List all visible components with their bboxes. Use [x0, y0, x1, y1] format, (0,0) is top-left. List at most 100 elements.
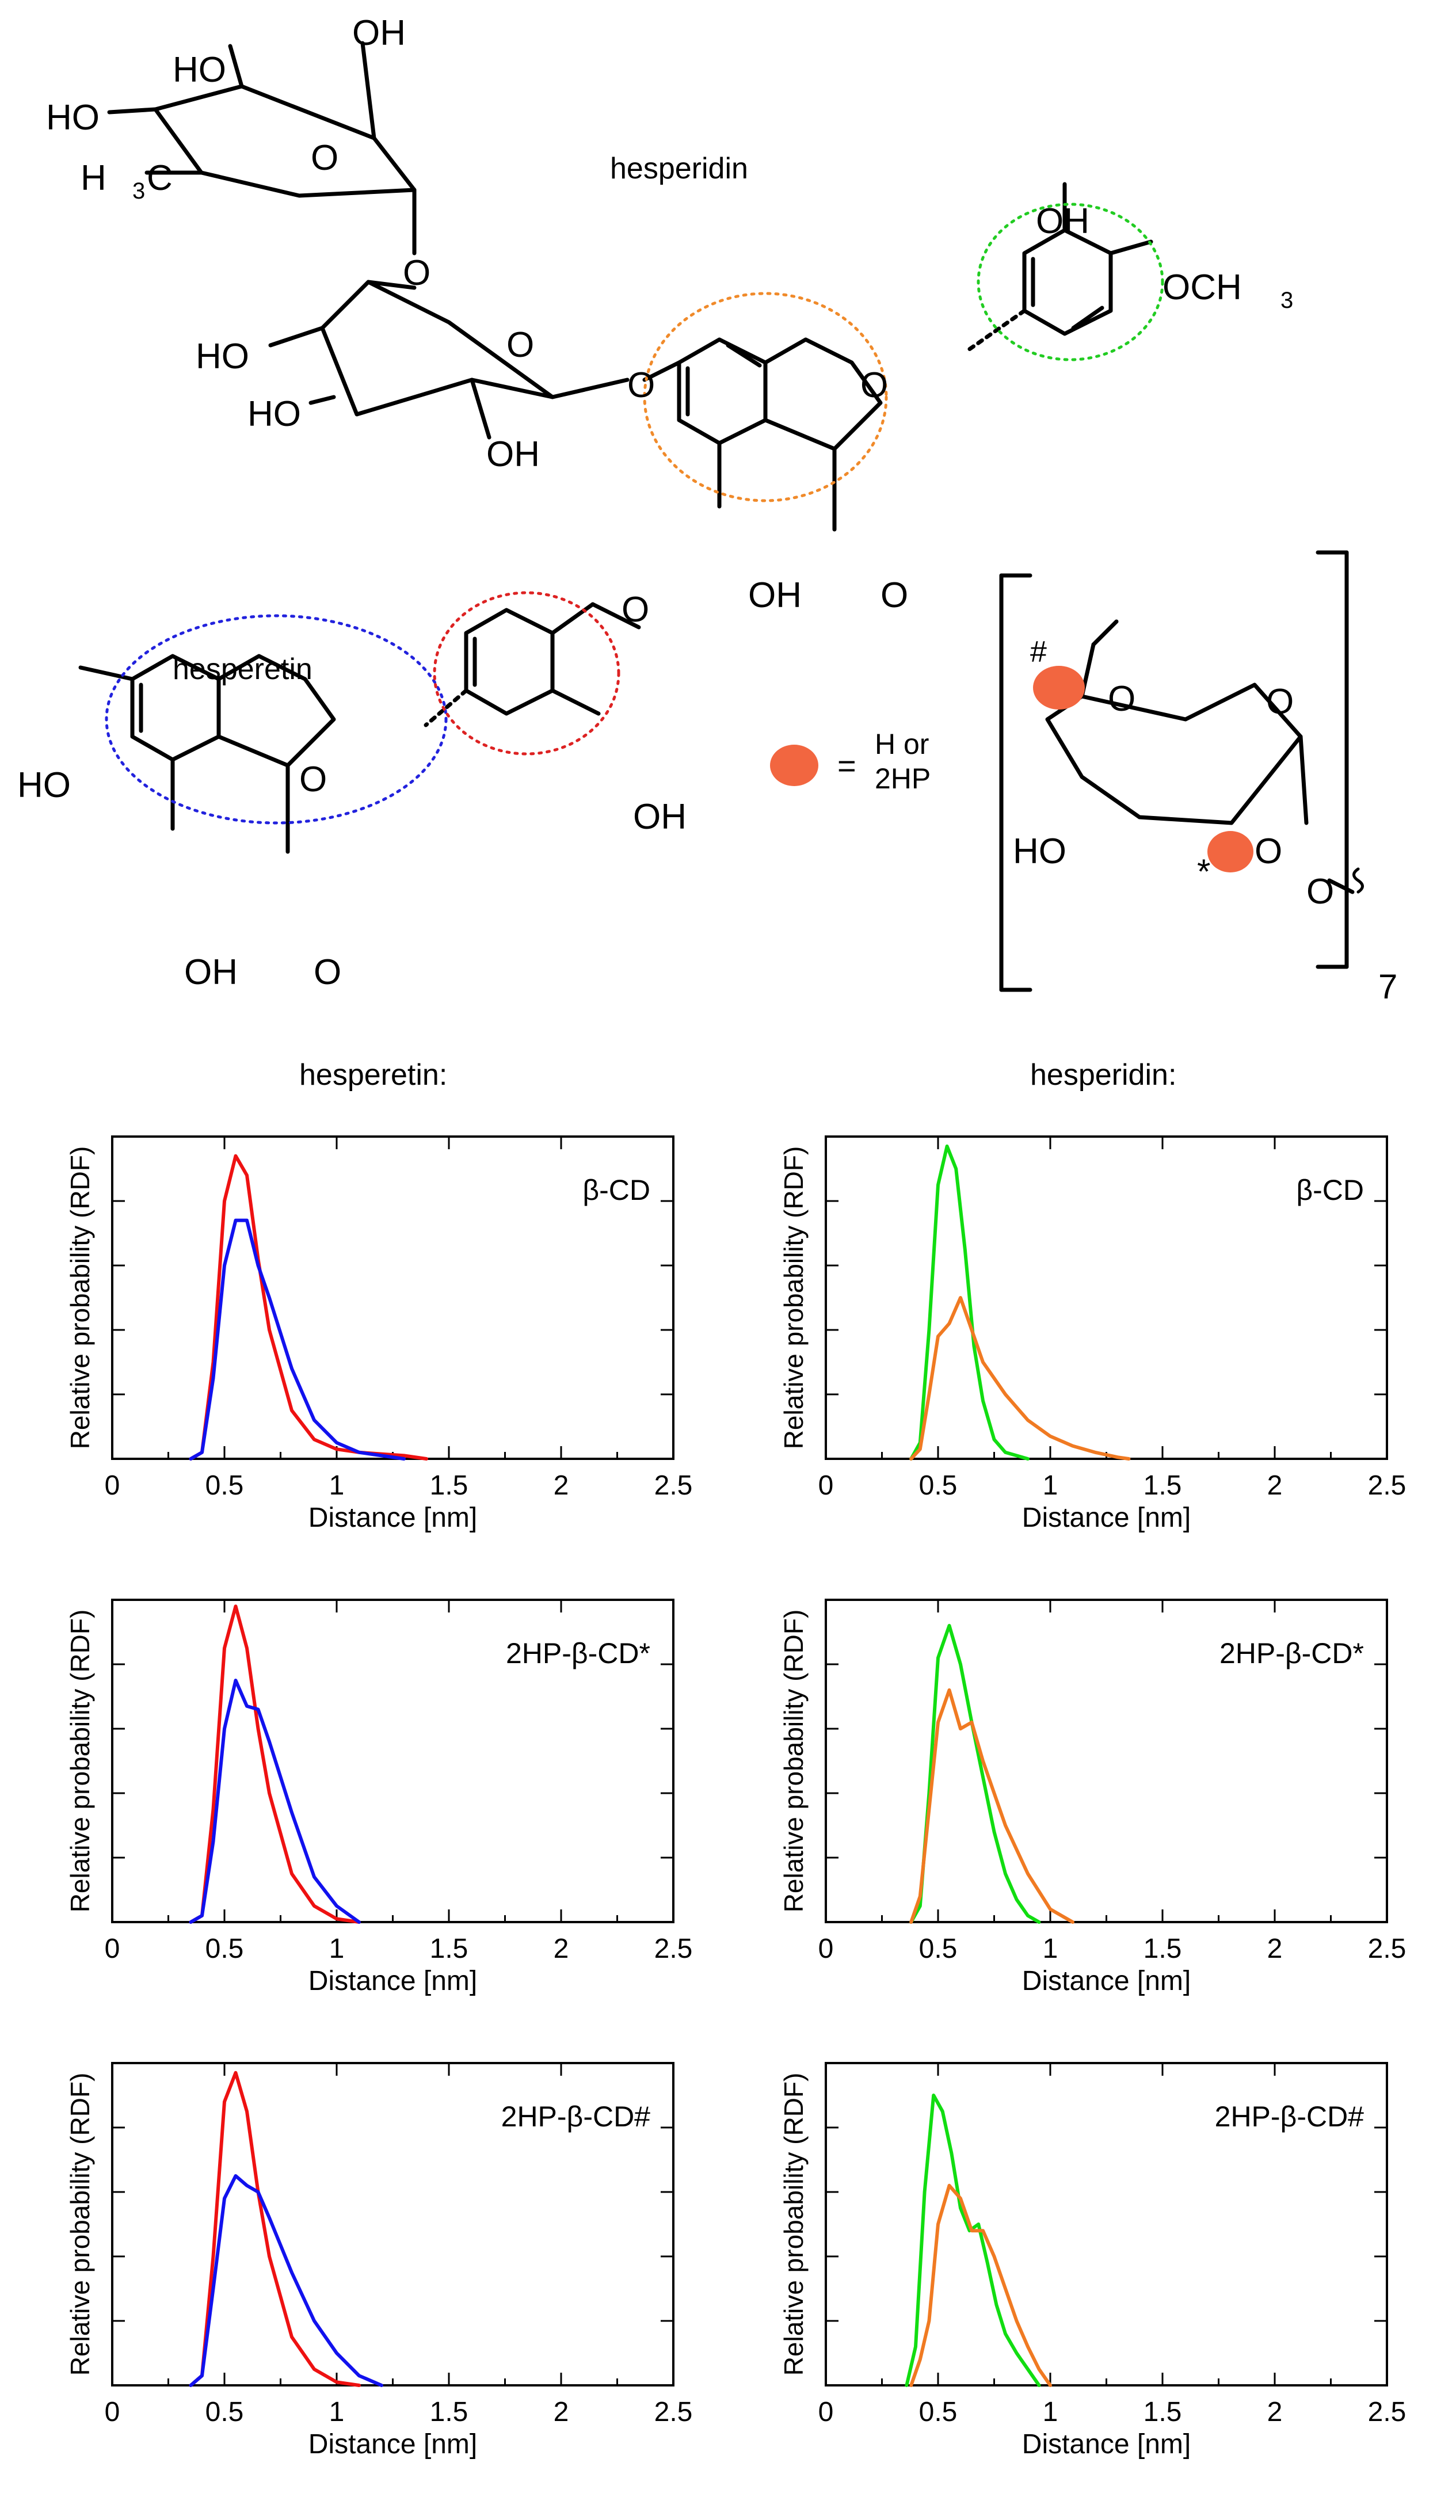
y-axis-label: Relative probability (RDF) — [65, 2073, 95, 2376]
y-axis-label: Relative probability (RDF) — [65, 1146, 95, 1450]
x-tick-label: 0 — [105, 1934, 120, 1964]
panel-label: 2HP-β-CD* — [1219, 1637, 1364, 1669]
x-tick-label: 2 — [1267, 1934, 1283, 1964]
atom-label: O — [1108, 679, 1135, 719]
atom-label: O — [314, 952, 341, 992]
atom-label: O — [860, 365, 888, 405]
x-tick-label: 2.5 — [1368, 1934, 1407, 1964]
series-line — [909, 1296, 1131, 1461]
x-tick-label: 1.5 — [430, 1934, 468, 1964]
x-axis-label: Distance [nm] — [1022, 1966, 1191, 1996]
x-tick-label: 0.5 — [919, 2397, 958, 2427]
series-line — [189, 1604, 361, 1924]
atom-label: HO — [247, 394, 301, 434]
atom-label: H — [81, 158, 106, 198]
hesperidin-label: hesperidin — [610, 152, 748, 185]
atom-label: O — [506, 325, 534, 365]
hash-substituent-dot — [1033, 666, 1085, 710]
atom-label: HO — [173, 50, 226, 90]
x-tick-label: 0.5 — [919, 1470, 958, 1501]
blue-highlight — [105, 614, 448, 825]
x-tick-label: 0 — [818, 1470, 834, 1501]
series-line — [905, 2094, 1041, 2387]
atom-label: O — [311, 138, 338, 178]
x-tick-label: 0 — [105, 2397, 120, 2427]
series-line — [189, 2071, 361, 2387]
x-axis-label: Distance [nm] — [1022, 1503, 1191, 1533]
x-tick-label: 2.5 — [1368, 2397, 1407, 2427]
panel-label: β-CD — [582, 1174, 650, 1206]
atom-label: C — [147, 158, 173, 198]
chemical-scheme: OH HO HO H 3 C O O O HO HO OH O O OH O O… — [17, 13, 1397, 1001]
atom-label: O — [403, 253, 430, 293]
atom-label: O — [881, 575, 908, 615]
x-tick-label: 1.5 — [430, 1470, 468, 1501]
atom-label: 3 — [1280, 288, 1293, 313]
x-tick-label: 2 — [1267, 1470, 1283, 1501]
atom-label: O — [299, 760, 327, 799]
panel-label: 2HP-β-CD# — [501, 2100, 651, 2133]
x-tick-label: 0 — [818, 2397, 834, 2427]
panel-label: 2HP-β-CD# — [1215, 2100, 1364, 2133]
atom-label: O — [1306, 872, 1334, 912]
x-tick-label: 1.5 — [1144, 2397, 1182, 2427]
right-column-title: hesperidin: — [1030, 1058, 1176, 1092]
y-axis-label: Relative probability (RDF) — [779, 1146, 809, 1450]
star-mark: * — [1197, 852, 1210, 891]
atom-label: OH — [1036, 201, 1089, 241]
hash-mark: # — [1030, 635, 1047, 669]
atom-label: O — [1266, 682, 1294, 722]
x-tick-label: 2 — [554, 2397, 569, 2427]
y-axis-label: Relative probability (RDF) — [779, 1610, 809, 1913]
atom-label: OH — [184, 952, 238, 992]
x-tick-label: 2.5 — [1368, 1470, 1407, 1501]
x-axis-label: Distance [nm] — [308, 1503, 477, 1533]
x-tick-label: 1 — [329, 1470, 345, 1501]
x-tick-label: 2 — [554, 1934, 569, 1964]
x-tick-label: 1.5 — [1144, 1934, 1182, 1964]
legend-equals: = — [837, 748, 856, 784]
x-tick-label: 1 — [1043, 1934, 1058, 1964]
atom-label: OH — [633, 797, 687, 837]
panel-label: β-CD — [1296, 1174, 1364, 1206]
x-axis-label: Distance [nm] — [308, 1966, 477, 1996]
x-tick-label: 2 — [554, 1470, 569, 1501]
x-tick-label: 1 — [1043, 2397, 1058, 2427]
x-tick-label: 2 — [1267, 2397, 1283, 2427]
atom-label: 3 — [132, 178, 145, 204]
x-tick-label: 0 — [818, 1934, 834, 1964]
legend-substituent-dot — [770, 745, 818, 786]
panel-label: 2HP-β-CD* — [506, 1637, 650, 1669]
atom-label: OH — [748, 575, 802, 615]
x-tick-label: 1.5 — [1144, 1470, 1182, 1501]
series-line — [909, 1144, 1030, 1461]
repeat-count: 7 — [1378, 967, 1397, 1001]
left-column-title: hesperetin: — [299, 1058, 447, 1092]
series-line — [189, 2174, 383, 2387]
atom-label: HO — [46, 98, 100, 138]
atom-label: OCH — [1162, 268, 1242, 307]
hesperetin-label: hesperetin — [173, 653, 312, 686]
orange-highlight — [643, 292, 888, 502]
x-tick-label: 0.5 — [205, 1470, 244, 1501]
red-highlight — [433, 591, 620, 756]
atom-label: HO — [196, 337, 249, 376]
x-tick-label: 2.5 — [654, 1934, 693, 1964]
y-axis-label: Relative probability (RDF) — [779, 2073, 809, 2376]
x-tick-label: 0.5 — [919, 1934, 958, 1964]
atom-label: OH — [486, 434, 540, 474]
star-substituent-dot — [1207, 831, 1253, 872]
atom-label: OH — [352, 13, 406, 53]
legend-line2: 2HP — [875, 763, 931, 795]
series-line — [909, 1623, 1041, 1924]
series-line — [909, 1688, 1074, 1924]
x-tick-label: 2.5 — [654, 1470, 693, 1501]
legend-line1: H or — [875, 728, 929, 760]
y-axis-label: Relative probability (RDF) — [65, 1610, 95, 1913]
atom-label: HO — [17, 765, 71, 805]
atom-label: O — [622, 590, 649, 630]
x-tick-label: 1 — [329, 1934, 345, 1964]
x-tick-label: 0 — [105, 1470, 120, 1501]
x-axis-label: Distance [nm] — [308, 2429, 477, 2460]
